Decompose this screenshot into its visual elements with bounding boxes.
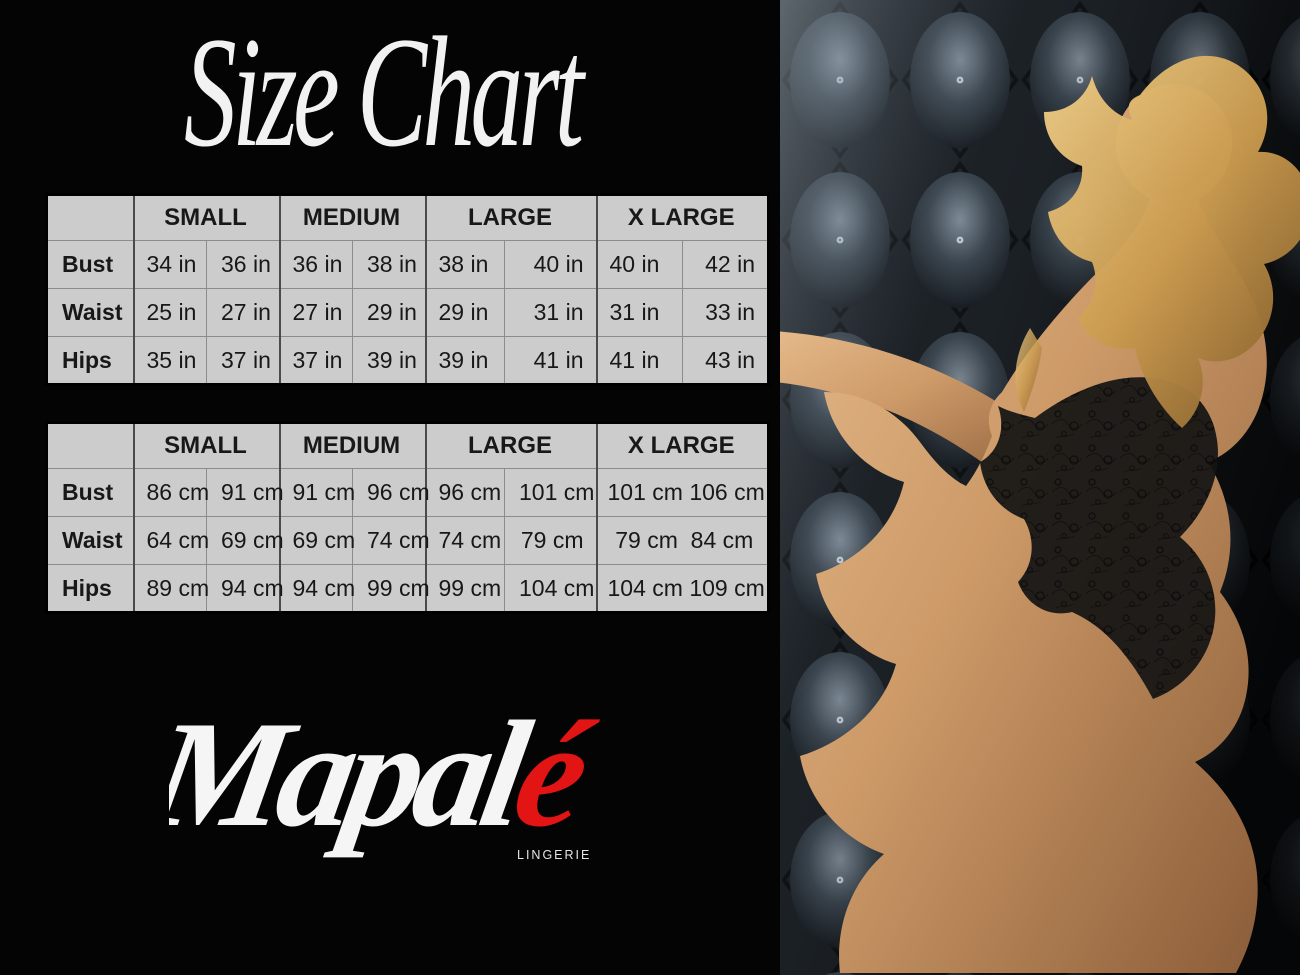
svg-text:Mapalé: Mapalé: [169, 691, 606, 859]
